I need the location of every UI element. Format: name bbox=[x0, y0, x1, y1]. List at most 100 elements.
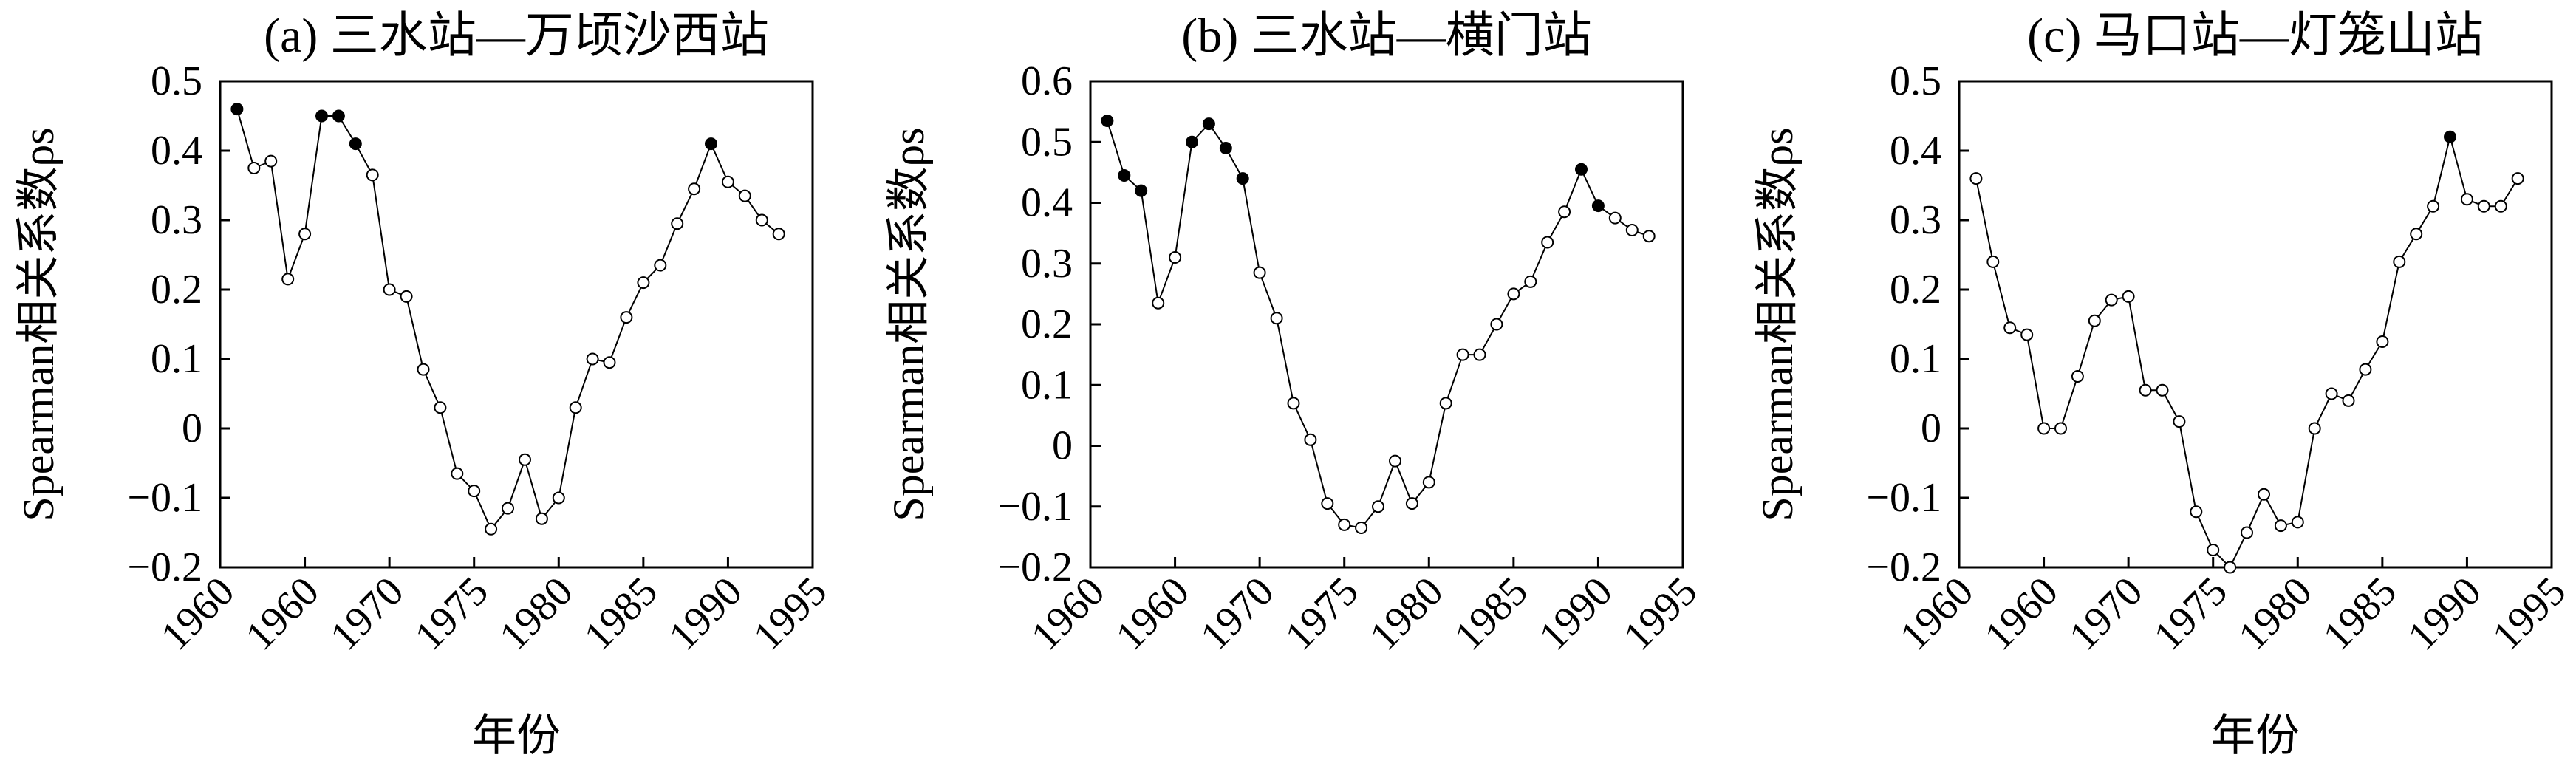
data-point bbox=[1507, 287, 1520, 301]
data-point bbox=[2139, 383, 2152, 397]
data-point bbox=[1439, 397, 1452, 410]
y-tick-label: 0 bbox=[1052, 423, 1073, 469]
data-point-significant bbox=[1591, 199, 1605, 213]
data-point-significant bbox=[1186, 135, 1198, 148]
y-tick-label: −0.2 bbox=[997, 544, 1073, 590]
data-point bbox=[1969, 172, 1983, 185]
data-point bbox=[400, 290, 413, 303]
data-point bbox=[1338, 518, 1351, 531]
data-point bbox=[2241, 526, 2253, 539]
data-point bbox=[1253, 266, 1266, 279]
y-tick-label: 0.4 bbox=[1021, 180, 1073, 226]
data-point bbox=[1524, 275, 1537, 288]
y-tick-label: 0.1 bbox=[1890, 336, 1941, 382]
plot-frame bbox=[219, 80, 814, 569]
data-point bbox=[569, 401, 582, 414]
data-point bbox=[2274, 519, 2287, 533]
y-tick-label: 0.1 bbox=[1021, 362, 1073, 408]
data-point bbox=[738, 189, 751, 202]
x-tick-label: 1995 bbox=[2484, 568, 2575, 659]
series-line bbox=[1106, 120, 1650, 529]
data-point bbox=[2105, 293, 2118, 307]
data-point bbox=[2207, 544, 2220, 556]
data-point bbox=[247, 162, 261, 174]
y-tick-label: 0 bbox=[182, 406, 202, 451]
data-point bbox=[502, 502, 514, 515]
plot-frame bbox=[1089, 80, 1684, 569]
data-point bbox=[2071, 370, 2084, 383]
data-point bbox=[2393, 255, 2406, 268]
data-point bbox=[2037, 422, 2051, 435]
data-point bbox=[451, 467, 464, 480]
data-point bbox=[755, 213, 768, 227]
data-point bbox=[1642, 230, 1656, 243]
x-tick-label: 1970 bbox=[1192, 568, 1282, 659]
data-point bbox=[468, 485, 481, 498]
data-point bbox=[519, 453, 531, 466]
x-axis-label: 年份 bbox=[472, 711, 561, 760]
data-point-significant bbox=[1101, 115, 1114, 127]
data-point bbox=[772, 228, 785, 241]
panel-title: (c) 马口站—灯笼山站 bbox=[2027, 9, 2484, 63]
data-point bbox=[417, 363, 430, 376]
data-point bbox=[1389, 454, 1401, 468]
data-point bbox=[1456, 348, 1469, 361]
data-point bbox=[281, 273, 295, 286]
x-tick-label: 1975 bbox=[1277, 568, 1367, 659]
data-point bbox=[2359, 363, 2372, 376]
panel-c: (c) 马口站—灯笼山站 −0.2 −0.1 0 0.1 0.2 0.3 0.4 0.5 1960… bbox=[1753, 9, 2575, 760]
data-point bbox=[2224, 561, 2237, 574]
y-tick-label: −0.2 bbox=[127, 544, 202, 590]
y-tick-label: 0.5 bbox=[151, 58, 202, 104]
data-point bbox=[1986, 255, 2000, 268]
data-point bbox=[2122, 290, 2135, 303]
data-point bbox=[2494, 199, 2507, 213]
x-tick-label: 1960 bbox=[237, 568, 328, 659]
data-point-significant bbox=[1219, 142, 1232, 154]
data-point bbox=[434, 401, 447, 414]
x-tick-label: 1985 bbox=[2314, 568, 2405, 659]
data-point bbox=[2460, 193, 2473, 206]
data-point bbox=[2190, 505, 2203, 519]
x-tick-label: 1975 bbox=[406, 568, 497, 659]
y-tick-label: 0.2 bbox=[1021, 301, 1073, 347]
data-point-significant bbox=[2444, 130, 2456, 143]
data-point bbox=[2308, 422, 2321, 435]
panel-title: (b) 三水站—横门站 bbox=[1181, 9, 1591, 63]
data-point bbox=[2410, 228, 2423, 241]
x-tick-label: 1990 bbox=[2399, 568, 2490, 659]
x-axis-label: 年份 bbox=[2211, 711, 2300, 760]
x-tick-label: 1960 bbox=[1107, 568, 1198, 659]
panel-title: (a) 三水站—万顷沙西站 bbox=[264, 9, 769, 63]
data-point bbox=[620, 311, 633, 324]
data-point bbox=[2477, 199, 2490, 213]
y-axis-label: Spearman相关系数ρs bbox=[1753, 127, 1802, 521]
data-point bbox=[721, 175, 734, 188]
y-tick-label: 0.4 bbox=[1890, 128, 1941, 174]
y-tick-label: 0.2 bbox=[1890, 267, 1941, 312]
x-tick-label: 1985 bbox=[1446, 568, 1537, 659]
data-point-significant bbox=[705, 137, 717, 151]
data-point bbox=[2511, 172, 2524, 185]
y-tick-label: 0.3 bbox=[151, 197, 202, 243]
y-tick-label: 0.3 bbox=[1021, 241, 1073, 287]
data-point bbox=[485, 522, 498, 536]
y-tick-label: 0.4 bbox=[151, 128, 202, 174]
data-point-significant bbox=[349, 137, 362, 151]
data-point-significant bbox=[1575, 163, 1588, 176]
x-tick-label: 1970 bbox=[321, 568, 412, 659]
x-tick-label: 1980 bbox=[2230, 568, 2320, 659]
y-tick-label: 0.5 bbox=[1021, 119, 1073, 165]
data-point-significant bbox=[332, 109, 345, 123]
x-tick-label: 1995 bbox=[745, 568, 836, 659]
data-point bbox=[2342, 394, 2355, 407]
data-point bbox=[2054, 422, 2067, 435]
data-point bbox=[2088, 314, 2101, 327]
data-point bbox=[2156, 383, 2169, 397]
data-point bbox=[637, 276, 650, 290]
y-tick-label: 0.1 bbox=[151, 336, 202, 382]
panel-a: (a) 三水站—万顷沙西站 −0.2 −0.1 0 0.1 0.2 0.3 0.4 0.5 196… bbox=[14, 9, 836, 760]
x-tick-label: 1980 bbox=[1361, 568, 1452, 659]
data-point bbox=[1541, 236, 1554, 249]
